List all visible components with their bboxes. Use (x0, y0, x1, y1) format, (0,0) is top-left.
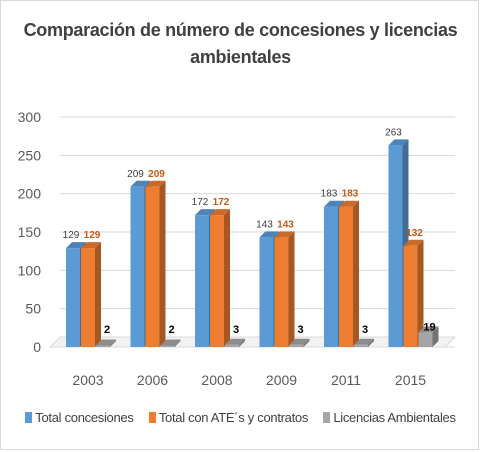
bar-side (95, 242, 101, 347)
x-tick-label: 2009 (266, 372, 297, 388)
legend-swatch (25, 412, 33, 423)
bar-top (324, 200, 344, 207)
bar-top (145, 180, 166, 187)
bar-side (110, 339, 116, 347)
data-label: 3 (233, 324, 239, 336)
bar (145, 186, 160, 347)
legend-item-total-concesiones: Total concesiones (25, 410, 134, 425)
bar (418, 332, 433, 347)
data-label: 172 (192, 197, 209, 208)
bar-side (303, 338, 310, 347)
data-label: 19 (423, 321, 435, 333)
bar (195, 215, 209, 347)
data-label: 129 (63, 230, 80, 241)
data-label: 209 (148, 169, 165, 180)
bar-top (259, 231, 280, 238)
data-label: 132 (406, 228, 423, 239)
data-label: 143 (256, 219, 273, 230)
bar (130, 186, 145, 347)
bar (210, 215, 224, 347)
bar-top (130, 180, 151, 187)
bar (225, 344, 239, 347)
data-label: 3 (297, 324, 303, 336)
chart-legend: Total concesiones Total con ATE´s y cont… (0, 410, 481, 425)
bar-side (159, 180, 166, 347)
legend-item-licencias-ambientales: Licencias Ambientales (323, 410, 456, 425)
y-tick-label: 100 (18, 262, 42, 278)
bar (388, 145, 403, 347)
bar (259, 237, 274, 347)
data-label: 129 (84, 230, 101, 241)
data-label: 143 (277, 219, 294, 230)
x-tick-label: 2008 (201, 372, 232, 388)
data-label: 2 (168, 324, 174, 336)
x-tick-label: 2011 (331, 372, 361, 388)
bar (66, 248, 80, 347)
data-label: 183 (321, 189, 338, 200)
bar-top (195, 209, 215, 216)
bar (81, 248, 95, 347)
chart-title-line-1: Comparación de número de concesiones y l… (23, 20, 458, 40)
y-tick-label: 200 (18, 186, 42, 202)
bar-top (210, 209, 230, 216)
bar-side (432, 326, 439, 347)
legend-swatch (323, 412, 331, 423)
bar (274, 237, 289, 347)
bar (96, 345, 110, 347)
bar (339, 206, 353, 347)
chart-title-line-2: ambientales (190, 47, 291, 67)
bar (403, 245, 418, 347)
bar (289, 344, 304, 347)
y-tick-label: 50 (25, 301, 41, 317)
bar-top (388, 139, 409, 146)
x-tick-label: 2003 (72, 372, 103, 388)
bar-top (403, 239, 424, 246)
bar-side (239, 338, 245, 347)
bar-top (225, 338, 245, 345)
legend-label: Total concesiones (35, 410, 134, 425)
bar (324, 206, 338, 347)
y-tick-label: 0 (33, 339, 41, 355)
bar-top (354, 338, 374, 345)
bar-top (96, 339, 116, 346)
legend-swatch (148, 412, 156, 423)
y-tick-label: 150 (18, 224, 42, 240)
bar-top (160, 339, 181, 346)
data-label: 209 (127, 169, 144, 180)
data-label: 3 (362, 324, 368, 336)
y-tick-label: 250 (18, 147, 42, 163)
bar-side (224, 209, 230, 347)
legend-label: Total con ATE´s y contratos (158, 410, 309, 425)
legend-label: Licencias Ambientales (333, 410, 456, 425)
bar-side (288, 231, 295, 347)
bar-top (81, 242, 101, 249)
bar-top (289, 338, 310, 345)
data-label: 172 (213, 197, 230, 208)
bar-top (418, 326, 439, 333)
bar (354, 344, 368, 347)
legend-item-total-ate-contratos: Total con ATE´s y contratos (148, 410, 309, 425)
bar (160, 345, 175, 347)
y-tick-label: 300 (18, 109, 42, 125)
bar-side (417, 239, 424, 347)
x-tick-label: 2006 (137, 372, 168, 388)
bar-top (274, 231, 295, 238)
data-label: 2 (104, 324, 110, 336)
x-tick-label: 2015 (395, 372, 426, 388)
bar-side (174, 339, 181, 347)
bar-side (353, 200, 359, 347)
bar-side (368, 338, 374, 347)
bar-top (339, 200, 359, 207)
data-label: 263 (385, 127, 402, 138)
bar-top (66, 242, 86, 249)
data-label: 183 (342, 189, 359, 200)
